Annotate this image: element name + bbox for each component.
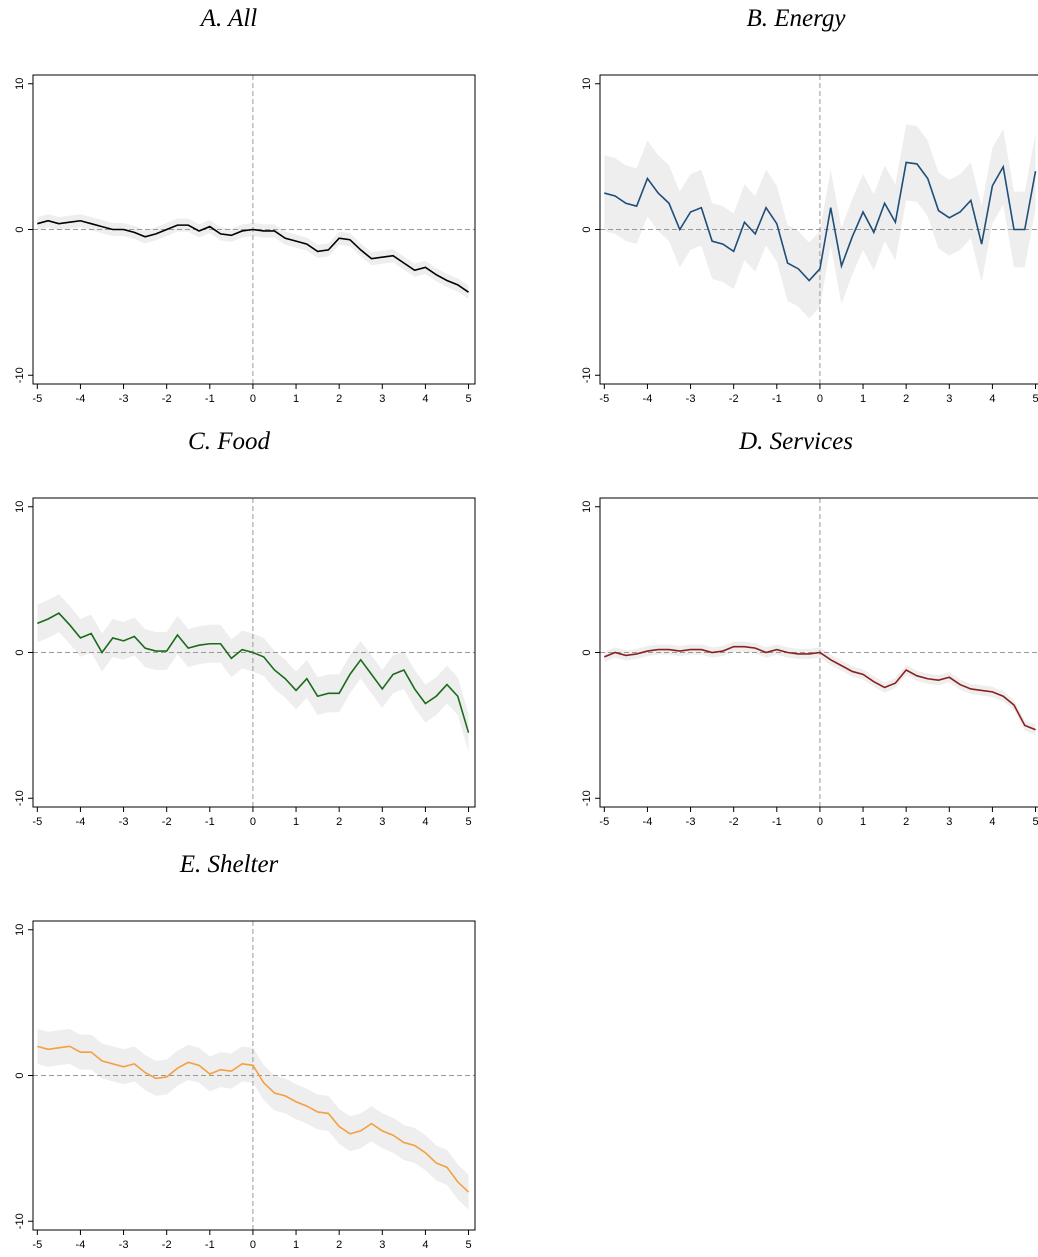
x-tick-label: 4 (422, 1239, 428, 1251)
x-tick-label: -3 (119, 393, 129, 405)
x-tick-label: -5 (32, 393, 42, 405)
y-tick-label: 0 (14, 1072, 26, 1078)
x-tick-label: -2 (162, 393, 172, 405)
x-tick-label: 5 (465, 1239, 471, 1251)
x-tick-label: 2 (336, 1239, 342, 1251)
x-tick-label: 3 (379, 816, 385, 828)
x-tick-label: 1 (293, 393, 299, 405)
x-tick-label: 1 (293, 1239, 299, 1251)
series-line (37, 612, 470, 733)
confidence-band (37, 214, 469, 299)
panel-title: A. All (199, 5, 258, 32)
y-tick-label: 10 (14, 78, 26, 90)
x-tick-label: 3 (379, 393, 385, 405)
x-tick-label: 3 (379, 1239, 385, 1251)
y-tick-label: -10 (581, 367, 593, 383)
confidence-band (37, 594, 469, 752)
x-tick-label: 5 (465, 393, 471, 405)
y-tick-label: -10 (14, 1213, 26, 1229)
x-tick-label: 4 (422, 816, 428, 828)
x-tick-label: -5 (32, 816, 42, 828)
x-tick-label: -5 (599, 816, 609, 828)
x-tick-label: -1 (772, 393, 782, 405)
x-tick-label: -2 (162, 816, 172, 828)
y-tick-label: 10 (581, 78, 593, 90)
x-tick-label: 2 (336, 393, 342, 405)
confidence-band (37, 1028, 469, 1210)
x-tick-label: -1 (205, 816, 215, 828)
y-tick-label: -10 (581, 790, 593, 806)
plot-area (33, 75, 475, 384)
x-tick-label: 1 (293, 816, 299, 828)
series-line (604, 161, 1037, 282)
x-tick-label: 5 (1032, 816, 1038, 828)
panel-title: E. Shelter (179, 851, 279, 878)
x-tick-label: 2 (903, 816, 909, 828)
x-tick-label: -5 (599, 393, 609, 405)
x-tick-label: 0 (817, 393, 823, 405)
x-tick-label: 5 (1032, 393, 1038, 405)
x-tick-label: 5 (465, 816, 471, 828)
plot-area (33, 498, 475, 807)
x-tick-label: 4 (989, 816, 995, 828)
series-line (604, 645, 1036, 731)
y-tick-label: 10 (581, 501, 593, 513)
panel-title: C. Food (188, 428, 270, 455)
panel-title: D. Services (738, 428, 853, 455)
y-tick-label: 10 (14, 501, 26, 513)
x-tick-label: -4 (76, 816, 86, 828)
panel-title: B. Energy (746, 5, 846, 32)
x-tick-label: 4 (989, 393, 995, 405)
plot-area (600, 498, 1038, 807)
x-tick-label: -4 (643, 816, 653, 828)
plot-area (33, 921, 475, 1230)
x-tick-label: -1 (772, 816, 782, 828)
x-tick-label: 0 (817, 816, 823, 828)
confidence-band (604, 124, 1036, 319)
x-tick-label: -2 (729, 393, 739, 405)
x-tick-label: 1 (860, 393, 866, 405)
x-tick-label: -2 (162, 1239, 172, 1251)
x-tick-label: 0 (250, 1239, 256, 1251)
x-tick-label: 3 (946, 816, 952, 828)
x-tick-label: -3 (119, 1239, 129, 1251)
x-tick-label: 4 (422, 393, 428, 405)
x-tick-label: -5 (32, 1239, 42, 1251)
x-tick-label: -4 (76, 393, 86, 405)
y-tick-label: 0 (581, 226, 593, 232)
series-line (37, 1045, 470, 1193)
y-tick-label: 0 (14, 226, 26, 232)
x-tick-label: 0 (250, 816, 256, 828)
x-tick-label: -3 (686, 393, 696, 405)
x-tick-label: -3 (686, 816, 696, 828)
x-tick-label: 3 (946, 393, 952, 405)
x-tick-label: -1 (205, 393, 215, 405)
x-tick-label: 1 (860, 816, 866, 828)
plot-area (600, 75, 1038, 384)
x-tick-label: 2 (336, 816, 342, 828)
y-tick-label: 10 (14, 924, 26, 936)
x-tick-label: -4 (76, 1239, 86, 1251)
x-tick-label: -4 (643, 393, 653, 405)
x-tick-label: 0 (250, 393, 256, 405)
y-tick-label: -10 (14, 367, 26, 383)
y-tick-label: 0 (14, 649, 26, 655)
x-tick-label: 2 (903, 393, 909, 405)
x-tick-label: -2 (729, 816, 739, 828)
x-tick-label: -1 (205, 1239, 215, 1251)
x-tick-label: -3 (119, 816, 129, 828)
y-tick-label: -10 (14, 790, 26, 806)
y-tick-label: 0 (581, 649, 593, 655)
series-line (37, 219, 469, 293)
